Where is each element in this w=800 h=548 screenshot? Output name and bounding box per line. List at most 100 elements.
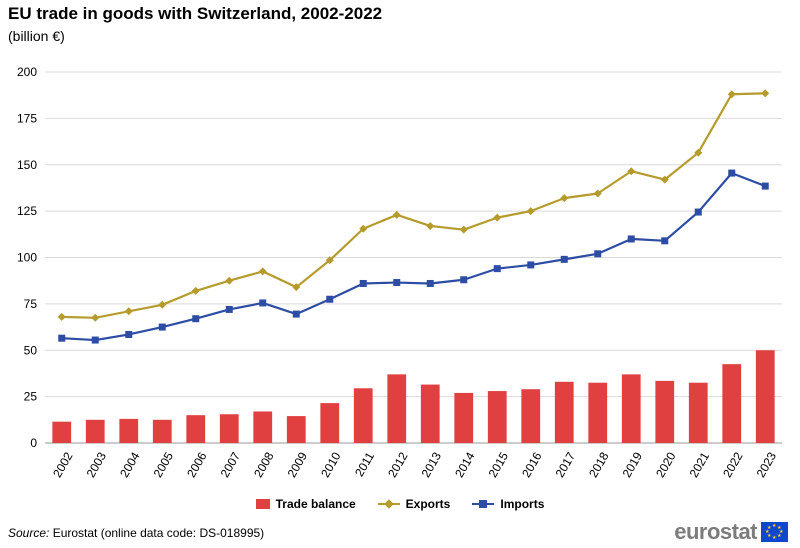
- bar-trade-balance-2023: [755, 350, 775, 443]
- point-imports-2021: [694, 208, 702, 216]
- x-tick-label-2009: 2009: [285, 449, 311, 479]
- bar-trade-balance-2004: [119, 418, 139, 443]
- chart-subtitle: (billion €): [8, 28, 65, 44]
- x-tick-label-2019: 2019: [620, 449, 646, 479]
- point-exports-2013: [426, 221, 435, 230]
- point-exports-2015: [493, 213, 502, 222]
- legend: Trade balance Exports Imports: [0, 497, 800, 511]
- bar-trade-balance-2021: [688, 382, 708, 443]
- chart-canvas: 0 25 50 75 100 125 150 175 200 2002 2003 2004 2005 20…: [17, 65, 782, 480]
- point-exports-2023: [761, 89, 770, 98]
- point-exports-2005: [158, 300, 167, 309]
- point-imports-2014: [460, 276, 468, 284]
- x-tick-label-2010: 2010: [318, 449, 344, 479]
- y-tick-label-175: 175: [17, 111, 37, 125]
- point-exports-2011: [359, 224, 368, 233]
- y-tick-label-50: 50: [24, 343, 38, 357]
- line-exports: [61, 92, 766, 319]
- point-imports-2007: [225, 305, 233, 313]
- x-tick-label-2006: 2006: [184, 449, 210, 479]
- point-exports-2003: [91, 313, 100, 322]
- y-tick-label-100: 100: [17, 251, 37, 265]
- point-imports-2020: [661, 237, 669, 245]
- point-imports-2004: [125, 330, 133, 338]
- x-tick-label-2016: 2016: [519, 449, 545, 479]
- point-imports-2022: [728, 169, 736, 177]
- point-exports-2004: [124, 307, 133, 316]
- source-label: Source:: [8, 526, 50, 540]
- y-tick-label-25: 25: [24, 390, 38, 404]
- legend-swatch-trade-balance: [255, 499, 270, 509]
- x-tick-label-2022: 2022: [720, 449, 746, 479]
- x-tick-label-2023: 2023: [754, 449, 780, 479]
- point-imports-2013: [426, 279, 434, 287]
- point-imports-2010: [326, 295, 334, 303]
- source-text: Eurostat (online data code: DS-018995): [49, 526, 265, 540]
- y-tick-label-125: 125: [17, 204, 37, 218]
- bar-trade-balance-2010: [320, 403, 340, 443]
- legend-item-exports: Exports: [377, 497, 450, 511]
- legend-label-trade-balance: Trade balance: [275, 497, 356, 511]
- bar-trade-balance-2009: [286, 416, 306, 443]
- point-exports-2009: [292, 283, 301, 292]
- bar-trade-balance-2006: [186, 415, 206, 443]
- bar-trade-balance-2003: [85, 419, 105, 443]
- point-exports-2020: [660, 175, 669, 184]
- x-tick-label-2020: 2020: [653, 449, 679, 479]
- point-imports-2018: [594, 250, 602, 258]
- legend-label-imports: Imports: [500, 497, 545, 511]
- x-tick-label-2017: 2017: [553, 449, 579, 479]
- point-imports-2011: [359, 279, 367, 287]
- point-exports-2022: [727, 90, 736, 99]
- y-tick-label-200: 200: [17, 65, 37, 79]
- point-exports-2010: [325, 256, 334, 265]
- x-tick-label-2011: 2011: [352, 449, 377, 479]
- point-imports-2016: [527, 261, 535, 269]
- bar-trade-balance-2005: [152, 419, 172, 443]
- point-imports-2008: [259, 299, 267, 307]
- legend-item-trade-balance: Trade balance: [255, 497, 356, 511]
- point-imports-2003: [91, 336, 99, 344]
- bar-trade-balance-2012: [387, 374, 407, 443]
- bar-trade-balance-2018: [588, 382, 608, 443]
- legend-swatch-imports: [472, 499, 495, 509]
- point-exports-2014: [459, 225, 468, 234]
- point-imports-2015: [493, 265, 501, 273]
- x-tick-label-2002: 2002: [50, 449, 76, 479]
- x-tick-label-2005: 2005: [151, 449, 177, 479]
- point-exports-2008: [258, 267, 267, 276]
- bar-trade-balance-2014: [454, 392, 474, 443]
- point-imports-2017: [560, 255, 568, 263]
- x-tick-label-2013: 2013: [419, 449, 445, 479]
- point-imports-2019: [627, 235, 635, 243]
- bar-trade-balance-2007: [219, 414, 239, 443]
- x-tick-label-2003: 2003: [84, 449, 110, 479]
- point-exports-2019: [627, 167, 636, 176]
- y-tick-label-150: 150: [17, 158, 37, 172]
- point-exports-2007: [225, 276, 234, 285]
- point-exports-2012: [392, 210, 401, 219]
- point-exports-2006: [191, 286, 200, 295]
- x-tick-label-2012: 2012: [385, 449, 411, 479]
- point-exports-2021: [694, 148, 703, 157]
- bar-trade-balance-2016: [521, 389, 541, 443]
- bar-trade-balance-2020: [655, 380, 675, 443]
- bar-trade-balance-2002: [52, 421, 72, 443]
- x-tick-label-2007: 2007: [218, 449, 244, 479]
- point-imports-2012: [393, 279, 401, 287]
- bar-trade-balance-2015: [487, 391, 507, 443]
- source-note: Source: Eurostat (online data code: DS-0…: [8, 526, 264, 540]
- point-imports-2023: [761, 182, 769, 190]
- x-tick-label-2014: 2014: [452, 449, 478, 479]
- legend-swatch-exports: [377, 499, 400, 509]
- bar-trade-balance-2013: [420, 384, 440, 443]
- eu-flag-icon: ★ ★ ★ ★ ★ ★ ★ ★: [761, 522, 788, 542]
- x-tick-label-2015: 2015: [486, 449, 512, 479]
- bar-trade-balance-2008: [253, 411, 273, 443]
- x-tick-label-2018: 2018: [586, 449, 612, 479]
- x-tick-label-2008: 2008: [251, 449, 277, 479]
- bar-trade-balance-2017: [554, 381, 574, 443]
- point-exports-2016: [526, 207, 535, 216]
- point-imports-2005: [158, 323, 166, 331]
- logo-text: eurostat: [674, 519, 757, 544]
